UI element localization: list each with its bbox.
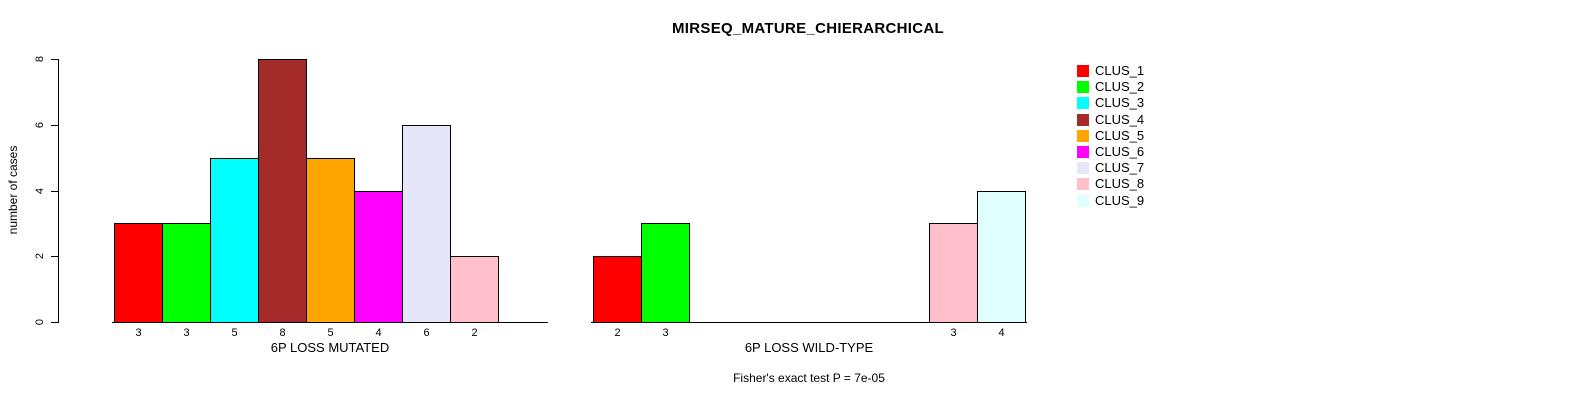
legend-item-CLUS_9: CLUS_9 [1077, 193, 1144, 209]
bar-label-mutated-CLUS_4: 8 [279, 327, 286, 339]
legend-item-CLUS_5: CLUS_5 [1077, 128, 1144, 144]
legend-swatch-CLUS_9 [1077, 194, 1089, 207]
legend-item-CLUS_7: CLUS_7 [1077, 160, 1144, 176]
x-axis-line-wild-type [591, 322, 1027, 323]
bar-mutated-CLUS_2 [162, 223, 211, 323]
legend-label-CLUS_5: CLUS_5 [1095, 127, 1145, 143]
legend-label-CLUS_8: CLUS_8 [1095, 176, 1145, 192]
bar-label-mutated-CLUS_5: 5 [327, 327, 334, 339]
legend-label-CLUS_7: CLUS_7 [1095, 160, 1145, 176]
fisher-test-note: Fisher's exact test P = 7e-05 [733, 371, 885, 385]
legend-swatch-CLUS_6 [1077, 146, 1089, 159]
bar-wild-type-CLUS_2 [641, 223, 690, 323]
legend-item-CLUS_2: CLUS_2 [1077, 79, 1144, 95]
bar-wild-type-CLUS_1 [593, 256, 642, 323]
y-axis-tick-label: 0 [34, 318, 46, 326]
bar-mutated-CLUS_4 [258, 59, 307, 323]
legend-label-CLUS_9: CLUS_9 [1095, 192, 1145, 208]
bar-mutated-CLUS_3 [210, 157, 259, 323]
bar-label-wild-type-CLUS_1: 2 [614, 327, 621, 339]
bar-wild-type-CLUS_8 [929, 223, 978, 323]
y-axis-tick [51, 256, 59, 258]
legend-swatch-CLUS_3 [1077, 97, 1089, 110]
bar-mutated-CLUS_6 [354, 190, 403, 323]
bar-label-wild-type-CLUS_9: 4 [998, 327, 1005, 339]
legend-item-CLUS_8: CLUS_8 [1077, 176, 1144, 192]
y-axis-tick [51, 322, 59, 323]
legend-swatch-CLUS_5 [1077, 129, 1089, 142]
x-axis-title-mutated: 6P LOSS MUTATED [270, 340, 390, 355]
legend-label-CLUS_6: CLUS_6 [1095, 144, 1145, 160]
legend-item-CLUS_6: CLUS_6 [1077, 144, 1144, 160]
y-axis-tick [51, 59, 59, 61]
bar-mutated-CLUS_7 [402, 124, 451, 323]
legend: CLUS_1 CLUS_2 CLUS_3 CLUS_4 CLUS_5 CLUS_6 CLUS… [1077, 63, 1144, 209]
y-axis-tick-label: 6 [34, 121, 46, 128]
legend-item-CLUS_4: CLUS_4 [1077, 112, 1144, 128]
bar-mutated-CLUS_1 [114, 223, 163, 323]
y-axis-tick-label: 4 [34, 187, 46, 194]
legend-item-CLUS_1: CLUS_1 [1077, 63, 1144, 79]
bar-label-mutated-CLUS_6: 4 [375, 327, 382, 339]
bar-mutated-CLUS_8 [450, 256, 499, 323]
bar-wild-type-CLUS_9 [977, 190, 1026, 323]
legend-swatch-CLUS_4 [1077, 113, 1089, 126]
bar-label-mutated-CLUS_1: 3 [135, 327, 142, 339]
bar-label-mutated-CLUS_3: 5 [231, 327, 238, 339]
y-axis-tick-label: 8 [34, 56, 46, 63]
bar-label-wild-type-CLUS_2: 3 [662, 327, 669, 339]
legend-swatch-CLUS_7 [1077, 162, 1089, 175]
chart-title: MIRSEQ_MATURE_CHIERARCHICAL [672, 20, 944, 37]
legend-swatch-CLUS_2 [1077, 81, 1089, 94]
bar-label-mutated-CLUS_7: 6 [423, 327, 430, 339]
y-axis-title: number of cases [6, 145, 20, 235]
legend-swatch-CLUS_8 [1077, 178, 1089, 191]
legend-label-CLUS_3: CLUS_3 [1095, 95, 1145, 111]
bar-mutated-CLUS_5 [306, 157, 355, 323]
legend-label-CLUS_4: CLUS_4 [1095, 111, 1145, 127]
bar-label-mutated-CLUS_2: 3 [183, 327, 190, 339]
legend-item-CLUS_3: CLUS_3 [1077, 95, 1144, 111]
y-axis-tick [51, 190, 59, 192]
bar-label-mutated-CLUS_8: 2 [471, 327, 478, 339]
legend-label-CLUS_1: CLUS_1 [1095, 63, 1145, 79]
legend-swatch-CLUS_1 [1077, 65, 1089, 78]
y-axis-tick [51, 124, 59, 126]
bar-label-wild-type-CLUS_8: 3 [950, 327, 957, 339]
legend-label-CLUS_2: CLUS_2 [1095, 79, 1145, 95]
x-axis-title-wild-type: 6P LOSS WILD-TYPE [744, 340, 874, 355]
y-axis-tick-label: 2 [34, 253, 46, 260]
